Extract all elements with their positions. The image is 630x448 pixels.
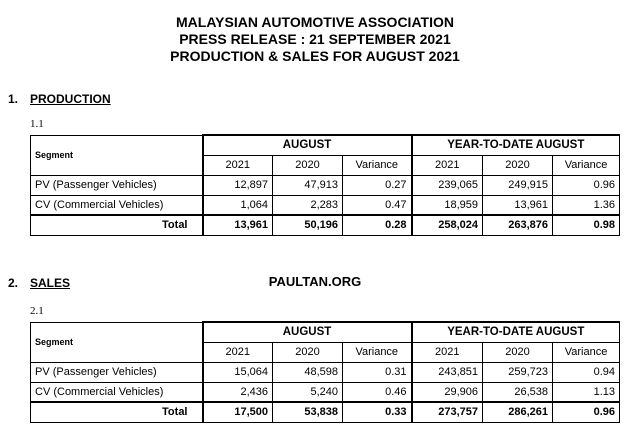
subsection-number: 1.1	[30, 118, 44, 130]
section-number: 2.	[8, 276, 19, 290]
total-label: Total	[30, 401, 203, 423]
total-row: Total 13,961 50,196 0.28 258,024 263,876…	[30, 214, 621, 236]
year-header: 2020	[272, 154, 343, 176]
value-cell: 13,961	[482, 194, 554, 216]
segment-header: Segment	[30, 321, 203, 363]
value-cell: 249,915	[482, 174, 554, 196]
value-cell: 29,906	[410, 381, 484, 403]
total-value: 0.96	[552, 401, 621, 423]
total-value: 286,261	[482, 401, 554, 423]
segment-cell: CV (Commercial Vehicles)	[30, 194, 203, 216]
value-cell: 0.96	[552, 174, 621, 196]
table-row: CV (Commercial Vehicles) 1,064 2,283 0.4…	[30, 194, 621, 216]
total-value: 50,196	[272, 214, 343, 236]
value-cell: 243,851	[410, 361, 484, 383]
value-cell: 2,436	[201, 381, 273, 403]
year-header: 2021	[410, 341, 484, 363]
value-cell: 239,065	[410, 174, 484, 196]
paultan-watermark: PAULTAN.ORG	[268, 274, 362, 289]
value-cell: 0.27	[341, 174, 413, 196]
value-cell: 0.46	[341, 381, 413, 403]
total-value: 273,757	[410, 401, 484, 423]
total-value: 53,838	[272, 401, 343, 423]
year-header: 2021	[201, 154, 273, 176]
year-header: 2020	[272, 341, 343, 363]
value-cell: 5,240	[272, 381, 343, 403]
ytd-group-header: YEAR-TO-DATE AUGUST	[410, 134, 621, 156]
total-value: 258,024	[410, 214, 484, 236]
header-line-1: MALAYSIAN AUTOMOTIVE ASSOCIATION	[176, 14, 454, 30]
ytd-group-header: YEAR-TO-DATE AUGUST	[410, 321, 621, 343]
segment-cell: CV (Commercial Vehicles)	[30, 381, 203, 403]
production-table: Segment AUGUST YEAR-TO-DATE AUGUST 2021 …	[30, 134, 621, 236]
value-cell: 1.36	[552, 194, 621, 216]
segment-cell: PV (Passenger Vehicles)	[30, 174, 203, 196]
section-number: 1.	[8, 92, 19, 106]
total-value: 13,961	[201, 214, 273, 236]
total-row: Total 17,500 53,838 0.33 273,757 286,261…	[30, 401, 621, 423]
subsection-number: 2.1	[30, 305, 44, 317]
year-header: 2020	[482, 341, 554, 363]
year-header: 2020	[482, 154, 554, 176]
total-label: Total	[30, 214, 203, 236]
value-cell: 259,723	[482, 361, 554, 383]
total-value: 17,500	[201, 401, 273, 423]
table-row: CV (Commercial Vehicles) 2,436 5,240 0.4…	[30, 381, 621, 403]
total-value: 0.33	[341, 401, 413, 423]
table-row: PV (Passenger Vehicles) 15,064 48,598 0.…	[30, 361, 621, 383]
august-group-header: AUGUST	[201, 134, 413, 156]
value-cell: 48,598	[272, 361, 343, 383]
segment-cell: PV (Passenger Vehicles)	[30, 361, 203, 383]
value-cell: 47,913	[272, 174, 343, 196]
august-group-header: AUGUST	[201, 321, 413, 343]
total-value: 0.98	[552, 214, 621, 236]
value-cell: 0.94	[552, 361, 621, 383]
year-header: 2021	[201, 341, 273, 363]
value-cell: 2,283	[272, 194, 343, 216]
section-title-text: PRODUCTION	[30, 92, 111, 106]
variance-header: Variance	[341, 341, 413, 363]
variance-header: Variance	[341, 154, 413, 176]
section-production-title: 1. PRODUCTION	[8, 92, 111, 106]
value-cell: 18,959	[410, 194, 484, 216]
press-header: MALAYSIAN AUTOMOTIVE ASSOCIATION PRESS R…	[0, 14, 630, 65]
section-title-text: SALES	[30, 276, 71, 290]
table-row: PV (Passenger Vehicles) 12,897 47,913 0.…	[30, 174, 621, 196]
segment-header: Segment	[30, 134, 203, 176]
year-header: 2021	[410, 154, 484, 176]
value-cell: 0.31	[341, 361, 413, 383]
value-cell: 15,064	[201, 361, 273, 383]
value-cell: 1,064	[201, 194, 273, 216]
value-cell: 12,897	[201, 174, 273, 196]
total-value: 0.28	[341, 214, 413, 236]
value-cell: 26,538	[482, 381, 554, 403]
variance-header: Variance	[552, 154, 621, 176]
section-sales-title: 2. SALES	[8, 276, 70, 290]
value-cell: 1.13	[552, 381, 621, 403]
sales-table: Segment AUGUST YEAR-TO-DATE AUGUST 2021 …	[30, 321, 621, 423]
value-cell: 0.47	[341, 194, 413, 216]
total-value: 263,876	[482, 214, 554, 236]
header-line-2: PRESS RELEASE : 21 SEPTEMBER 2021	[179, 31, 451, 47]
variance-header: Variance	[552, 341, 621, 363]
header-line-3: PRODUCTION & SALES FOR AUGUST 2021	[170, 48, 460, 64]
